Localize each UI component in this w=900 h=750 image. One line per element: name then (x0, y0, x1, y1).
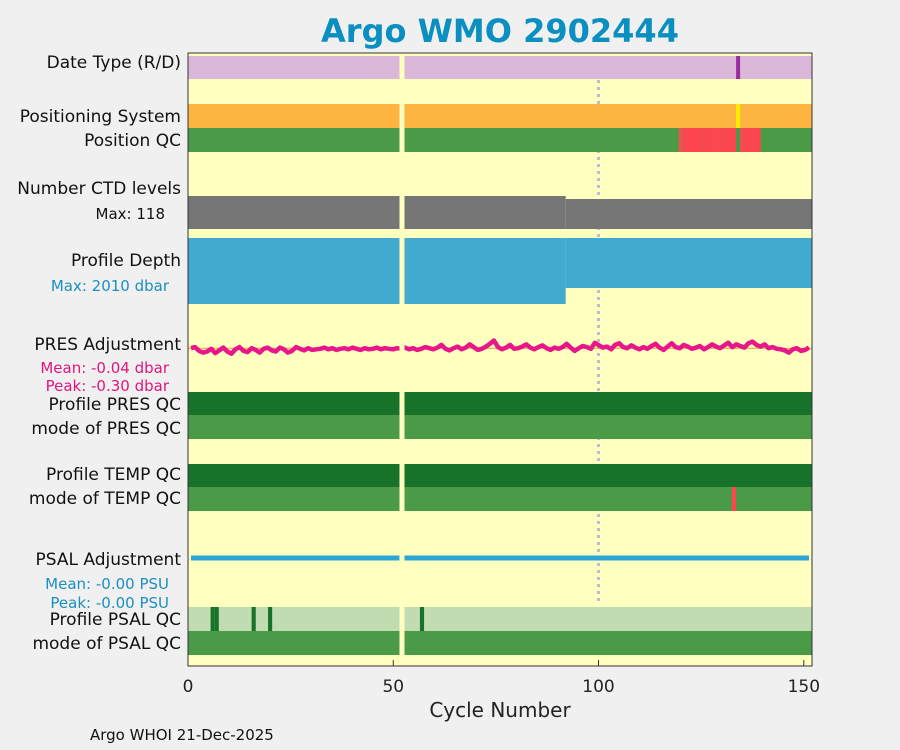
profile-temp-qc-band (188, 464, 812, 487)
position-qc-bad-mark (719, 128, 724, 152)
ctd-levels-bar (188, 196, 566, 229)
chart-title: Argo WMO 2902444 (321, 12, 679, 50)
mode-pres-qc-band (188, 415, 812, 439)
plot-area (188, 53, 812, 666)
date-type-band (188, 56, 812, 79)
label-psal-mean: Mean: -0.00 PSU (45, 575, 169, 593)
profile-depth-bar (188, 238, 566, 304)
position-qc-bad-mark (678, 128, 683, 152)
x-tick-label: 150 (788, 677, 820, 697)
position-qc-bad-mark (715, 128, 720, 152)
label-psal-adjustment: PSAL Adjustment (35, 550, 181, 570)
missing-cycle-gap (399, 53, 405, 602)
position-qc-bad-mark (748, 128, 753, 152)
label-pres-adjustment: PRES Adjustment (34, 335, 181, 355)
position-qc-bad-mark (744, 128, 749, 152)
position-qc-bad-mark (711, 128, 716, 152)
position-qc-bad-mark (686, 128, 691, 152)
axes-frame (187, 52, 813, 667)
position-qc-bad-mark (707, 128, 712, 152)
date-type-delayed-mark (736, 56, 741, 79)
label-profile-psal-qc: Profile PSAL QC (49, 610, 181, 630)
credit-footer: Argo WHOI 21-Dec-2025 (90, 726, 274, 744)
profile-pres-qc-band (188, 392, 812, 415)
label-pres-peak: Peak: -0.30 dbar (45, 377, 169, 395)
psal-qc-dark-mark (419, 607, 425, 631)
label-ctd-max: Max: 118 (95, 205, 165, 223)
position-qc-bad-mark (695, 128, 700, 152)
label-profile-depth: Profile Depth (70, 251, 181, 271)
psal-qc-dark-mark (210, 607, 215, 631)
positioning-other-mark (736, 104, 741, 128)
position-qc-bad-mark (731, 128, 737, 152)
position-qc-bad-mark (740, 128, 745, 152)
position-qc-bad-mark (703, 128, 708, 152)
label-date-type: Date Type (R/D) (46, 53, 181, 73)
psal-qc-dark-mark (214, 607, 219, 631)
label-pres-mean: Mean: -0.04 dbar (40, 359, 169, 377)
profile-depth-bar (565, 238, 812, 288)
label-ctd-levels: Number CTD levels (17, 179, 181, 199)
position-qc-bad-mark (723, 128, 728, 152)
ctd-levels-bar (565, 199, 812, 229)
mode-temp-qc-band (188, 487, 812, 511)
psal-qc-dark-mark (251, 607, 256, 631)
temp-qc-bad-mark (731, 487, 737, 511)
x-tick-label: 50 (382, 677, 404, 697)
label-position-qc: Position QC (84, 131, 181, 151)
label-profile-pres-qc: Profile PRES QC (48, 395, 181, 415)
label-mode-temp-qc: mode of TEMP QC (28, 489, 181, 509)
profile-psal-qc-band (188, 607, 812, 631)
position-qc-bad-mark (752, 128, 757, 152)
missing-cycle-gap (399, 607, 405, 655)
x-axis-label: Cycle Number (429, 698, 571, 722)
mode-psal-qc-band (188, 631, 812, 655)
label-psal-peak: Peak: -0.00 PSU (50, 594, 169, 612)
position-qc-bad-mark (727, 128, 732, 152)
positioning-system-band (188, 104, 812, 128)
position-qc-bad-mark (699, 128, 704, 152)
label-mode-psal-qc: mode of PSAL QC (32, 634, 181, 654)
label-depth-max: Max: 2010 dbar (50, 277, 169, 295)
pres-adjustment-line (190, 338, 811, 356)
label-mode-pres-qc: mode of PRES QC (31, 419, 181, 439)
position-qc-bad-mark (690, 128, 695, 152)
label-positioning-system: Positioning System (19, 107, 181, 127)
position-qc-bad-mark (682, 128, 687, 152)
label-profile-temp-qc: Profile TEMP QC (46, 465, 181, 485)
position-qc-bad-mark (756, 128, 761, 152)
x-tick-label: 0 (183, 677, 194, 697)
x-tick-label: 100 (582, 677, 614, 697)
psal-qc-dark-mark (268, 607, 273, 631)
